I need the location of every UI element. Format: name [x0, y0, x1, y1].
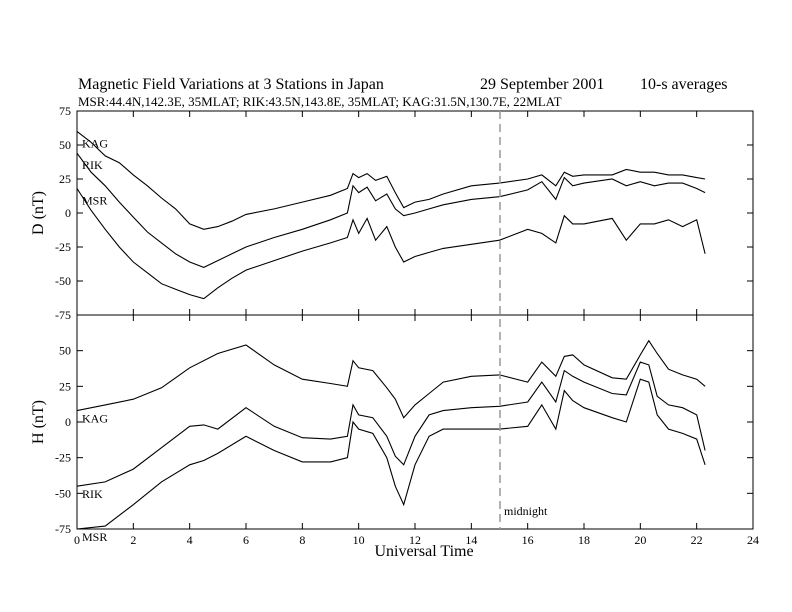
d-series-label-rik: RIK — [82, 158, 103, 172]
x-tick-label: 0 — [74, 533, 80, 547]
h-series-label-rik: RIK — [82, 487, 103, 501]
h-panel-xticks: 0 2 4 6 8 10 12 14 16 18 20 22 24 — [74, 315, 759, 547]
d-ytick-label: 75 — [59, 104, 71, 118]
x-tick-label: 16 — [522, 533, 534, 547]
d-ytick-label: -75 — [55, 308, 71, 322]
d-series-label-msr: MSR — [82, 194, 107, 208]
chart-header: Magnetic Field Variations at 3 Stations … — [78, 76, 728, 109]
d-series-rik — [76, 152, 706, 268]
h-ytick-label: -75 — [55, 522, 71, 536]
d-ytick-label: -25 — [55, 240, 71, 254]
d-ytick-label: -50 — [55, 274, 71, 288]
h-series-label-kag: KAG — [82, 412, 108, 426]
d-panel-xticks — [76, 111, 754, 315]
d-panel-yticks: 75 50 25 0 -25 -50 -75 — [55, 104, 753, 322]
chart-averaging: 10-s averages — [640, 76, 728, 93]
d-ytick-label: 50 — [59, 138, 71, 152]
x-tick-label: 4 — [187, 533, 193, 547]
chart-title: Magnetic Field Variations at 3 Stations … — [78, 76, 384, 93]
d-series-label-kag: KAG — [82, 136, 108, 150]
h-panel-frame — [76, 314, 754, 530]
x-tick-label: 24 — [747, 533, 759, 547]
x-tick-label: 8 — [299, 533, 305, 547]
x-tick-label: 22 — [691, 533, 703, 547]
d-ytick-label: 0 — [65, 206, 71, 220]
h-ytick-label: 25 — [59, 379, 71, 393]
x-tick-label: 20 — [634, 533, 646, 547]
h-panel-series: KAG RIK MSR — [76, 339, 706, 544]
d-ytick-label: 25 — [59, 172, 71, 186]
chart-date: 29 September 2001 — [480, 76, 604, 93]
midnight-label: midnight — [504, 504, 548, 518]
h-ytick-label: -50 — [55, 486, 71, 500]
h-ytick-label: -25 — [55, 451, 71, 465]
x-axis-label: Universal Time — [374, 543, 473, 560]
h-panel-ylabel: H (nT) — [30, 400, 47, 444]
x-tick-label: 14 — [465, 533, 477, 547]
x-tick-label: 6 — [243, 533, 249, 547]
d-panel-series: KAG RIK MSR — [76, 130, 706, 300]
d-series-kag — [76, 130, 706, 230]
h-series-msr — [76, 378, 706, 530]
x-tick-label: 12 — [409, 533, 421, 547]
h-ytick-label: 0 — [65, 415, 71, 429]
d-panel-ylabel: D (nT) — [30, 191, 47, 235]
stations-info: MSR:44.4N,142.3E, 35MLAT; RIK:43.5N,143.… — [78, 94, 562, 109]
h-ytick-label: 50 — [59, 344, 71, 358]
d-series-msr — [76, 188, 706, 300]
x-tick-label: 10 — [353, 533, 365, 547]
h-series-rik — [76, 361, 706, 487]
x-tick-label: 2 — [130, 533, 136, 547]
h-series-label-msr: MSR — [82, 530, 107, 544]
h-panel-yticks: 50 25 0 -25 -50 -75 — [55, 344, 753, 536]
d-panel: D (nT) 75 50 25 0 -25 -50 -75 KAG RIK MSR — [30, 104, 754, 322]
h-series-kag — [76, 339, 706, 419]
x-tick-label: 18 — [578, 533, 590, 547]
